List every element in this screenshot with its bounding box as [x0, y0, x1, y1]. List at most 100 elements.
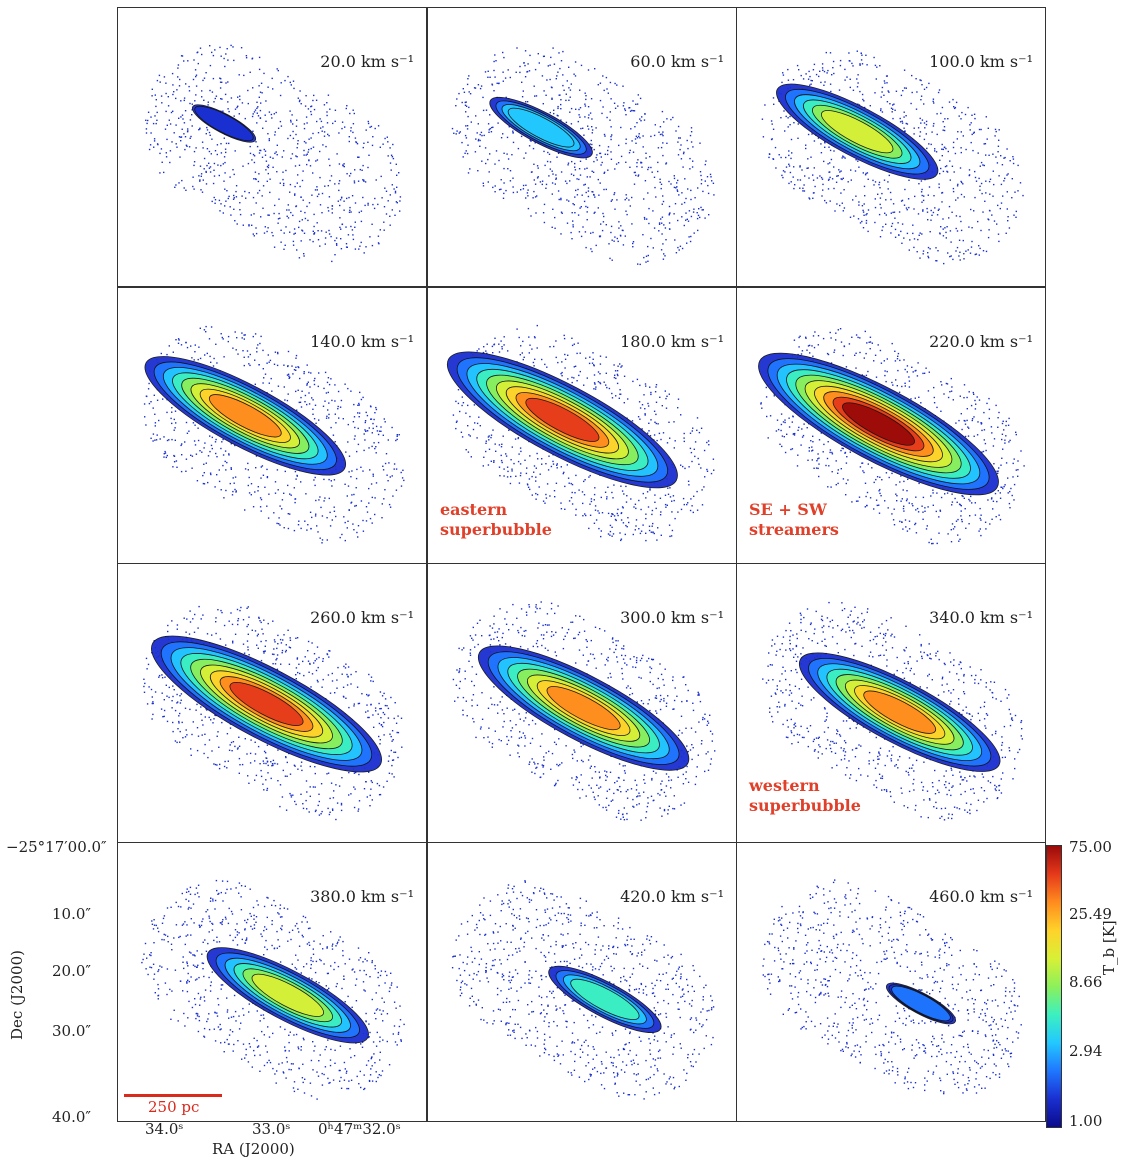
noise-pixel: [938, 186, 940, 189]
noise-pixel: [503, 182, 505, 184]
noise-pixel: [623, 102, 625, 104]
noise-pixel: [205, 325, 207, 328]
noise-pixel: [298, 164, 301, 166]
noise-pixel: [611, 199, 613, 201]
noise-pixel: [943, 146, 946, 149]
noise-pixel: [500, 137, 503, 139]
noise-pixel: [528, 352, 530, 354]
velocity-label: 220.0 km s⁻¹: [929, 332, 1033, 351]
noise-pixel: [928, 186, 931, 188]
noise-pixel: [997, 417, 999, 419]
noise-pixel: [383, 229, 385, 231]
noise-pixel: [585, 158, 587, 160]
noise-pixel: [979, 185, 981, 187]
noise-pixel: [945, 382, 948, 385]
noise-pixel: [191, 125, 193, 127]
noise-pixel: [841, 178, 843, 181]
noise-pixel: [665, 162, 668, 164]
noise-pixel: [273, 512, 275, 514]
noise-pixel: [479, 145, 481, 147]
noise-pixel: [1001, 422, 1004, 425]
noise-pixel: [890, 225, 893, 227]
noise-pixel: [951, 504, 953, 506]
noise-pixel: [844, 68, 846, 71]
noise-pixel: [605, 188, 607, 191]
noise-pixel: [865, 222, 868, 224]
noise-pixel: [189, 621, 192, 623]
noise-pixel: [888, 476, 890, 479]
noise-pixel: [159, 172, 161, 174]
noise-pixel: [997, 151, 999, 153]
noise-pixel: [392, 157, 395, 160]
noise-pixel: [290, 494, 292, 496]
noise-pixel: [814, 331, 816, 333]
noise-pixel: [274, 131, 276, 133]
noise-pixel: [616, 199, 618, 201]
noise-pixel: [177, 64, 180, 66]
noise-pixel: [1012, 462, 1014, 465]
noise-pixel: [261, 156, 264, 158]
noise-pixel: [793, 122, 795, 124]
noise-pixel: [321, 810, 323, 813]
noise-pixel: [951, 211, 953, 213]
noise-pixel: [338, 180, 341, 182]
noise-pixel: [583, 184, 585, 186]
noise-pixel: [809, 75, 811, 78]
noise-pixel: [832, 60, 835, 63]
noise-pixel: [557, 152, 560, 154]
noise-pixel: [610, 200, 612, 202]
noise-pixel: [308, 403, 311, 405]
noise-pixel: [326, 122, 329, 124]
noise-pixel: [827, 441, 829, 443]
noise-pixel: [459, 131, 461, 133]
noise-pixel: [1008, 227, 1011, 229]
noise-pixel: [366, 511, 369, 513]
noise-pixel: [314, 660, 316, 662]
noise-pixel: [362, 196, 364, 199]
noise-pixel: [313, 232, 316, 234]
noise-pixel: [693, 232, 695, 234]
noise-pixel: [990, 498, 993, 500]
noise-pixel: [958, 239, 961, 241]
noise-pixel: [314, 377, 316, 380]
noise-pixel: [220, 143, 222, 145]
noise-pixel: [805, 337, 807, 339]
noise-pixel: [670, 183, 672, 185]
noise-pixel: [645, 152, 647, 154]
noise-pixel: [486, 352, 488, 355]
noise-pixel: [842, 447, 844, 450]
noise-pixel: [879, 236, 882, 238]
noise-pixel: [193, 164, 195, 167]
noise-pixel: [790, 448, 792, 451]
noise-pixel: [267, 622, 269, 625]
noise-pixel: [774, 146, 777, 149]
noise-pixel: [184, 148, 186, 151]
noise-pixel: [920, 402, 922, 404]
noise-pixel: [850, 169, 852, 171]
noise-pixel: [469, 415, 471, 418]
noise-pixel: [788, 163, 790, 165]
noise-pixel: [239, 95, 241, 97]
velocity-label: 140.0 km s⁻¹: [310, 332, 414, 351]
noise-pixel: [494, 76, 496, 78]
noise-pixel: [827, 163, 829, 165]
noise-pixel: [208, 131, 211, 134]
noise-pixel: [667, 487, 669, 489]
noise-pixel: [342, 165, 344, 167]
noise-pixel: [349, 209, 351, 211]
noise-pixel: [573, 204, 575, 206]
noise-pixel: [220, 98, 222, 100]
noise-pixel: [654, 501, 656, 503]
noise-pixel: [960, 229, 963, 232]
noise-pixel: [583, 200, 586, 203]
noise-pixel: [841, 157, 843, 159]
noise-pixel: [544, 363, 546, 366]
noise-pixel: [902, 507, 905, 510]
noise-pixel: [699, 171, 702, 173]
noise-pixel: [942, 129, 944, 131]
noise-pixel: [195, 85, 198, 87]
noise-pixel: [395, 489, 398, 491]
noise-pixel: [193, 440, 196, 442]
noise-pixel: [967, 249, 969, 251]
noise-pixel: [488, 129, 490, 131]
